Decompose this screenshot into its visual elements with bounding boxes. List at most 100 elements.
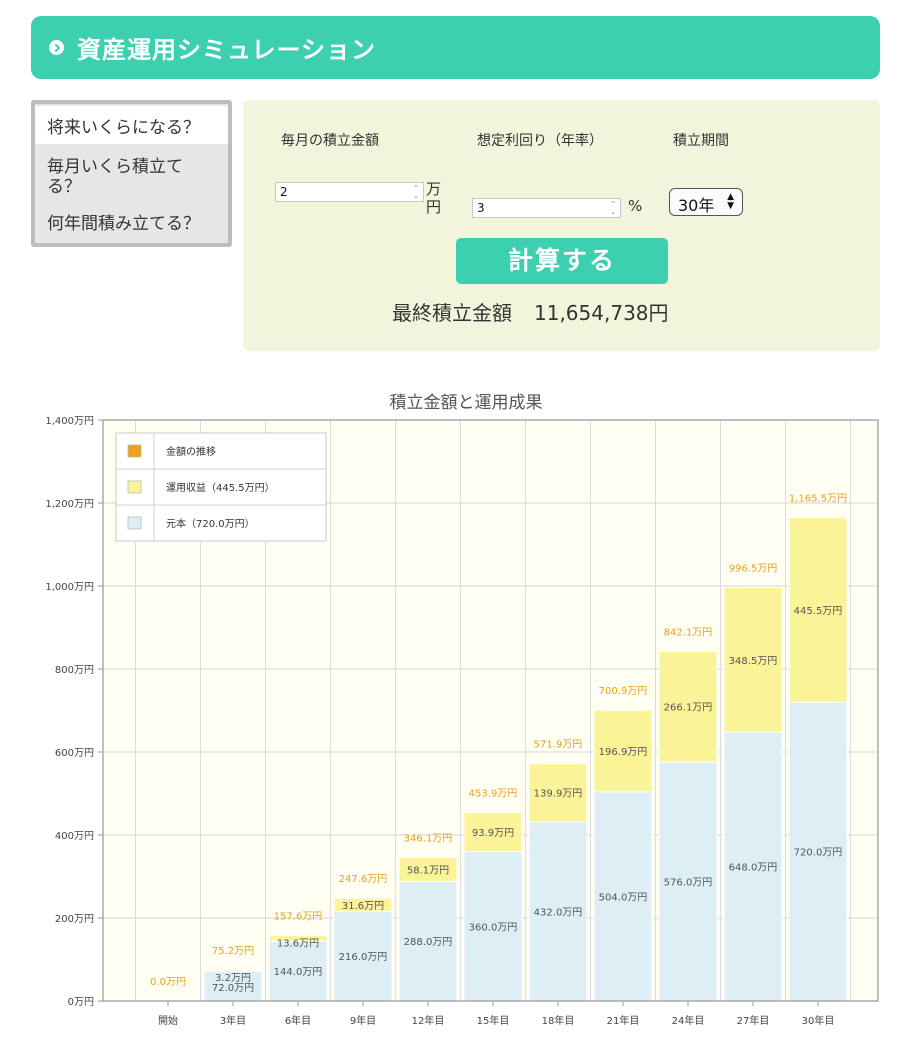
bar-gain [658,651,718,763]
total-value-label: 0.0万円 [150,977,186,988]
bar-gain [398,856,458,882]
bar-principal [203,970,263,1002]
rate-label: 想定利回り（年率） [477,133,603,149]
bar-principal [723,731,783,1002]
monthly-amount-input[interactable]: 2 ⌃ ⌄ [275,182,424,202]
x-tick-label: 18年目 [542,1014,575,1027]
gain-value-label: 3.2万円 [215,973,251,984]
y-tick-label: 0万円 [68,997,94,1008]
legend-swatch [127,480,142,494]
bar-principal [528,821,588,1002]
bar-principal [593,791,653,1002]
gain-value-label: 139.9万円 [534,789,583,800]
legend-swatch [127,444,142,458]
period-label: 積立期間 [673,133,729,149]
x-tick-label: 15年目 [477,1014,510,1027]
bar-principal [398,880,458,1002]
principal-value-label: 360.0万円 [469,922,518,933]
bar-gain [723,586,783,733]
y-tick-label: 1,000万円 [45,582,94,593]
bar-gain [593,709,653,793]
total-value-label: 571.9万円 [534,740,583,751]
bar-gain [788,516,848,703]
tab-future-value[interactable]: 将来いくらになる？ [35,106,228,144]
principal-value-label: 720.0万円 [794,848,843,859]
monthly-label: 毎月の積立金額 [281,133,379,149]
y-tick-label: 1,200万円 [45,499,94,510]
principal-value-label: 432.0万円 [534,907,583,918]
y-tick-label: 600万円 [55,748,94,759]
bar-gain [268,935,328,942]
page-header: 資産運用シミュレーション [31,16,880,79]
gain-value-label: 93.9万円 [472,828,514,839]
x-tick-label: 9年目 [350,1014,376,1027]
total-value-label: 75.2万円 [212,946,254,957]
total-value-label: 346.1万円 [404,833,453,844]
stepper-icon[interactable]: ⌃ ⌄ [413,184,419,200]
total-value-label: 1,165.5万円 [789,493,847,504]
result-line: 最終積立金額 11,654,738円 [392,297,669,326]
principal-value-label: 72.0万円 [212,983,254,994]
bar-principal [658,761,718,1002]
gain-value-label: 266.1万円 [664,703,713,714]
x-tick-label: 30年目 [802,1014,835,1027]
bar-gain [528,763,588,823]
period-value: 30年 [678,196,715,215]
rate-input[interactable]: 3 ⌃ ⌄ [472,198,621,218]
stepper-icon[interactable]: ⌃ ⌄ [610,200,616,216]
principal-value-label: 504.0万円 [599,892,648,903]
total-value-label: 996.5万円 [729,563,778,574]
gain-value-label: 31.6万円 [342,901,384,912]
bar-gain [333,897,393,912]
principal-value-label: 576.0万円 [664,877,713,888]
gain-value-label: 445.5万円 [794,606,843,617]
bar-principal [788,701,848,1002]
calculate-button[interactable]: 計算する [456,238,668,284]
legend-label: 金額の推移 [166,445,216,458]
rate-value: 3 [477,201,485,215]
monthly-amount-value: 2 [280,185,288,199]
x-tick-label: 27年目 [737,1014,770,1027]
y-tick-label: 800万円 [55,665,94,676]
simulation-form: 毎月の積立金額 想定利回り（年率） 積立期間 2 ⌃ ⌄ 万円 3 ⌃ ⌄ % 30… [243,100,880,351]
page-title: 資産運用シミュレーション [77,36,377,64]
principal-value-label: 288.0万円 [404,937,453,948]
plot-frame [102,419,879,1002]
bar-principal [463,851,523,1002]
result-label: 最終積立金額 [392,301,512,325]
gain-value-label: 196.9万円 [599,747,648,758]
bar-principal [333,910,393,1002]
bar-principal [268,940,328,1002]
x-tick-label: 21年目 [607,1014,640,1027]
chevron-right-icon [49,40,64,55]
legend-label: 元本（720.0万円） [166,517,255,530]
mode-tabs: 将来いくらになる？ 毎月いくら積立てる？ 何年間積み立てる？ [31,100,232,247]
gain-value-label: 13.6万円 [277,939,319,950]
principal-value-label: 144.0万円 [274,967,323,978]
legend-label: 運用収益（445.5万円） [166,481,275,494]
total-value-label: 700.9万円 [599,686,648,697]
x-tick-label: 12年目 [412,1014,445,1027]
x-tick-label: 6年目 [285,1014,311,1027]
bar-gain [203,969,263,972]
principal-value-label: 648.0万円 [729,863,778,874]
total-value-label: 453.9万円 [469,789,518,800]
result-value: 11,654,738円 [534,301,669,325]
total-value-label: 842.1万円 [664,628,713,639]
x-tick-label: 3年目 [220,1014,246,1027]
legend-box [115,432,327,542]
x-tick-label: 開始 [158,1014,178,1027]
principal-value-label: 216.0万円 [339,952,388,963]
rate-unit: % [628,197,643,215]
x-tick-label: 24年目 [672,1014,705,1027]
tab-monthly-amount[interactable]: 毎月いくら積立てる？ [47,157,183,197]
total-value-label: 157.6万円 [274,912,323,923]
savings-chart: 積立金額と運用成果 0万円 200万円 400万円 600万円 800万円 1,000万円 1… [45,393,879,1027]
monthly-unit: 万円 [426,180,442,216]
legend-swatch [127,516,142,530]
chart-title: 積立金額と運用成果 [390,393,543,413]
total-value-label: 247.6万円 [339,874,388,885]
tab-period[interactable]: 何年間積み立てる？ [47,214,200,234]
period-select[interactable]: 30年 ▲ ▼ [669,188,743,216]
bar-gain [463,812,523,853]
